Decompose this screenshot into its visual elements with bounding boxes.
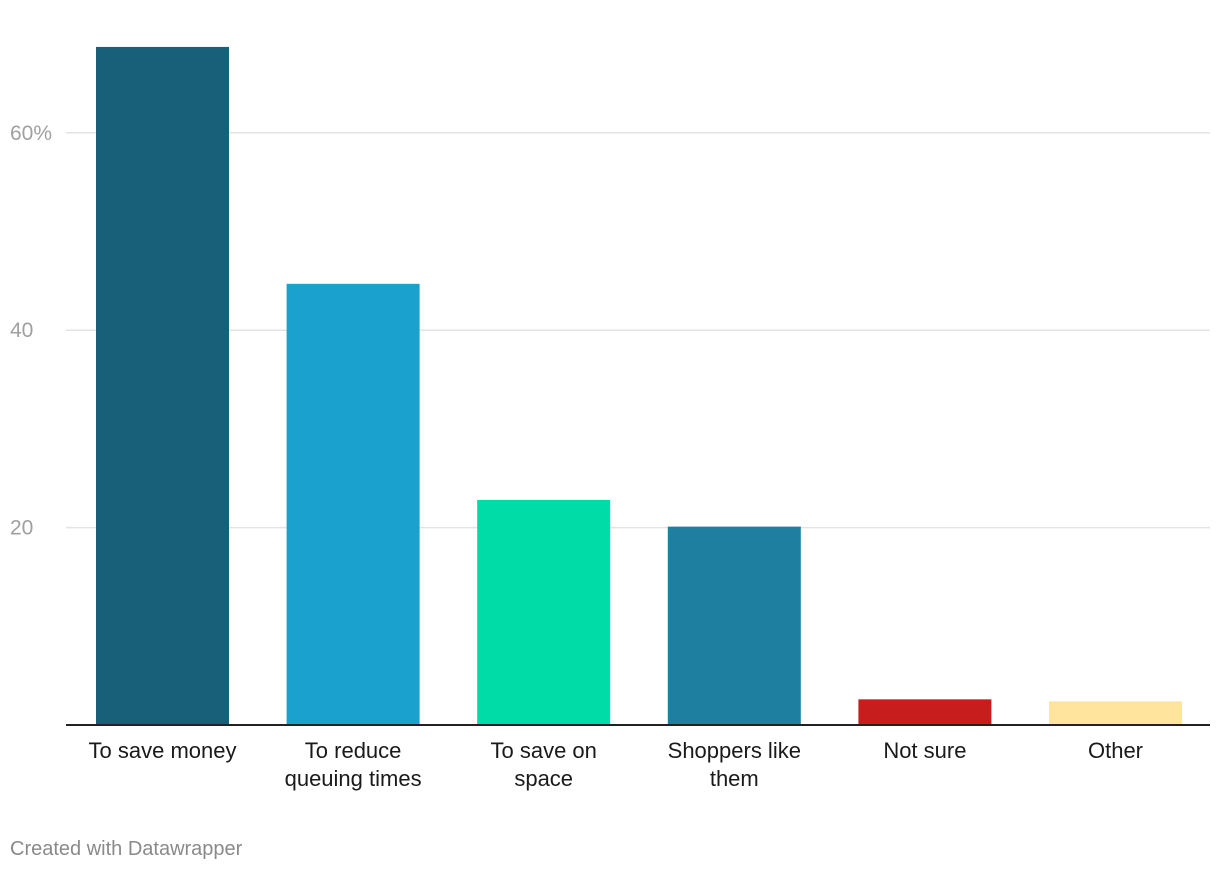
category-label-1: To reduce queuing times: [285, 738, 422, 791]
y-tick-label-60: 60%: [10, 122, 52, 145]
y-tick-label-20: 20: [10, 517, 33, 540]
category-label-2: To save on space: [490, 738, 596, 791]
category-label-5: Other: [1088, 738, 1143, 763]
bar-1: [286, 283, 420, 725]
bar-4: [858, 699, 992, 725]
bar-0: [96, 46, 229, 725]
datawrapper-credit: Created with Datawrapper: [10, 838, 243, 860]
category-label-0: To save money: [89, 738, 237, 763]
bar-5: [1049, 701, 1182, 725]
category-label-3: Shoppers like them: [668, 738, 801, 791]
y-tick-label-40: 40: [10, 319, 33, 342]
bar-2: [477, 499, 611, 725]
category-label-4: Not sure: [883, 738, 966, 763]
bar-3: [667, 526, 801, 725]
